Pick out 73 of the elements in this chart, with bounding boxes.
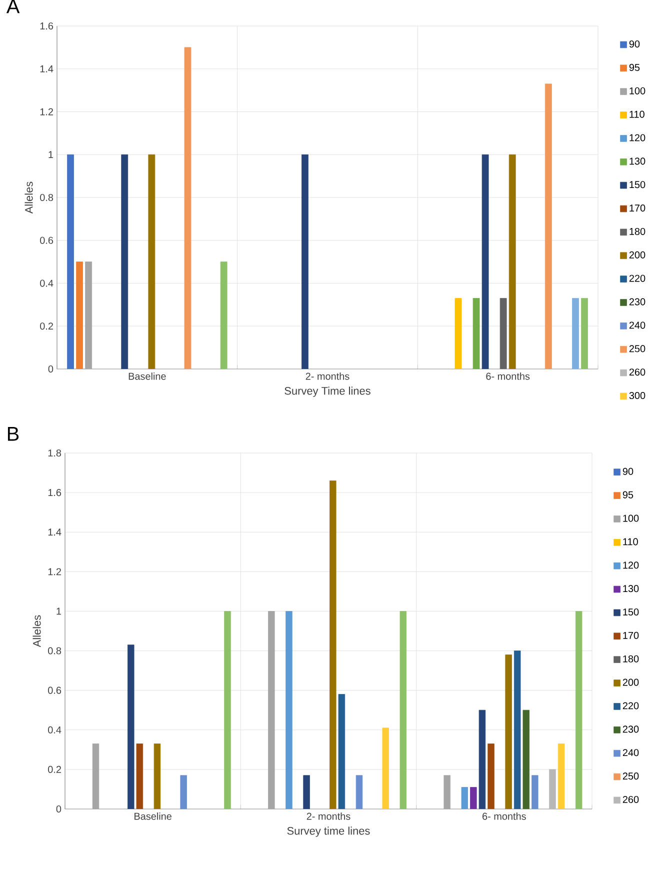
- legend-label: 110: [630, 110, 644, 118]
- y-tick-label: 1: [48, 151, 53, 158]
- legend-label: 130: [630, 158, 646, 165]
- x-tick-label: 6- months: [482, 812, 526, 820]
- legend-label: 230: [622, 726, 639, 733]
- y-axis-title: Alleles: [24, 182, 33, 214]
- x-tick-label: Baseline: [134, 812, 172, 820]
- legend-label: 180: [630, 228, 646, 236]
- legend-label: 150: [623, 608, 639, 616]
- legend-label: 240: [629, 322, 646, 329]
- y-tick-label: 0.8: [48, 647, 62, 654]
- bar: [76, 262, 83, 369]
- legend-label: 95: [622, 491, 634, 498]
- bar: [508, 154, 516, 369]
- legend-label: 220: [622, 702, 639, 710]
- legend-label: 170: [623, 632, 639, 639]
- legend-label: 250: [629, 345, 646, 352]
- y-tick-label: 1.8: [48, 449, 62, 457]
- legend-label: 230: [629, 298, 646, 306]
- y-tick-label: 0.2: [40, 322, 53, 330]
- bar: [482, 154, 489, 369]
- x-tick-label: 2- months: [306, 812, 350, 820]
- legend-label: 100: [623, 514, 639, 522]
- y-tick-label: 1.2: [48, 568, 61, 576]
- x-axis-title: Survey time lines: [287, 826, 370, 837]
- legend-label: 120: [623, 562, 639, 569]
- y-tick-label: 1.6: [40, 22, 54, 30]
- y-tick-label: 0: [48, 365, 54, 373]
- bar: [572, 298, 579, 369]
- y-tick-label: 0.6: [48, 686, 62, 694]
- legend-label: 240: [622, 749, 639, 756]
- legend-label: 95: [629, 64, 640, 71]
- legend-label: 120: [630, 134, 646, 142]
- y-tick-label: 0.2: [48, 766, 61, 773]
- chart-title: B: [8, 427, 19, 441]
- y-axis-title: Alleles: [32, 615, 41, 648]
- x-tick-label: 2- months: [306, 372, 350, 380]
- y-tick-label: 1: [56, 608, 61, 615]
- legend-label: 220: [629, 274, 646, 282]
- x-axis-title: Survey Time lines: [284, 386, 370, 397]
- bar: [184, 47, 192, 369]
- legend-label: 110: [623, 538, 638, 546]
- x-tick-label: Baseline: [128, 372, 166, 380]
- legend-label: 300: [629, 392, 646, 400]
- legend-label: 170: [630, 204, 646, 212]
- legend-label: 90: [629, 40, 640, 48]
- legend-label: 150: [630, 181, 646, 188]
- bar: [581, 298, 588, 369]
- legend-label: 260: [629, 368, 646, 376]
- bar: [302, 154, 308, 369]
- y-tick-label: 1.2: [40, 108, 53, 116]
- y-tick-label: 0.4: [48, 726, 62, 734]
- bar: [121, 154, 128, 369]
- bar: [148, 154, 156, 369]
- legend-label: 200: [622, 678, 639, 686]
- y-tick-label: 1.4: [48, 528, 62, 536]
- legend-label: 130: [623, 585, 639, 592]
- bar: [220, 262, 228, 369]
- x-tick-label: 6- months: [486, 372, 530, 380]
- bar: [67, 154, 74, 369]
- y-tick-label: 1.6: [48, 489, 62, 496]
- bar: [544, 84, 552, 369]
- y-tick-label: 1.4: [40, 65, 54, 72]
- legend-label: 200: [629, 251, 646, 258]
- legend-label: 90: [622, 468, 634, 475]
- legend-label: 250: [622, 772, 639, 780]
- legend-label: 180: [623, 655, 639, 662]
- legend-label: 100: [630, 87, 646, 94]
- y-tick-label: 0.4: [40, 280, 54, 287]
- y-tick-label: 0.6: [40, 236, 54, 244]
- y-tick-label: 0.8: [40, 194, 54, 202]
- y-tick-label: 0: [56, 805, 62, 813]
- legend-label: 260: [622, 796, 639, 804]
